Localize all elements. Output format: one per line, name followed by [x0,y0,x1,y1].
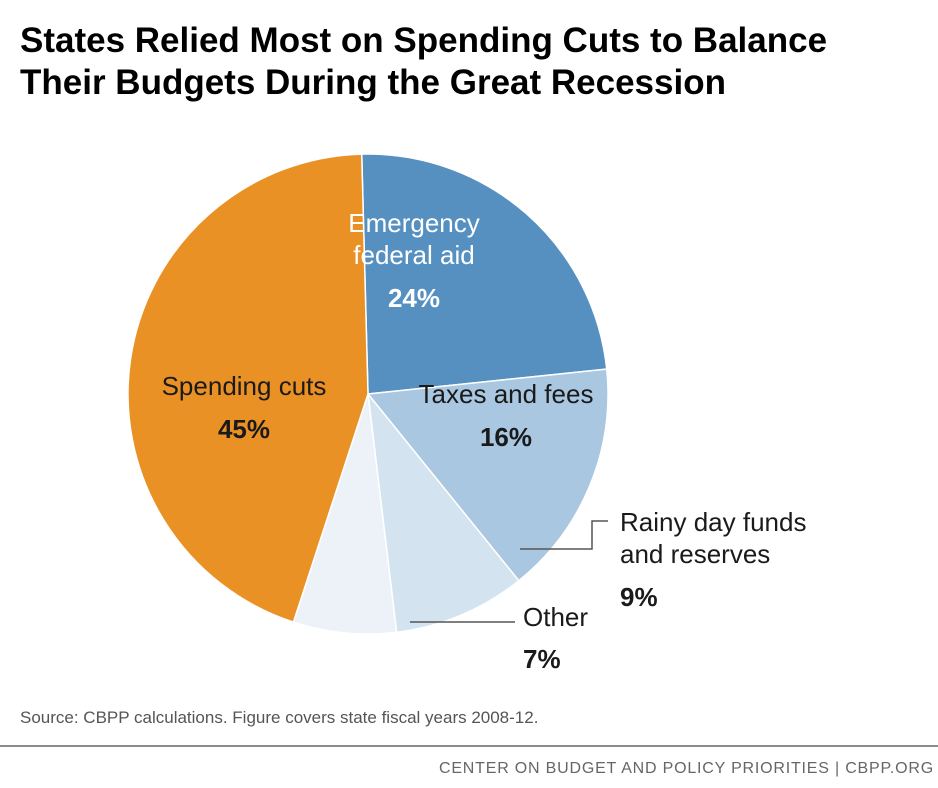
footer-credit: CENTER ON BUDGET AND POLICY PRIORITIES |… [438,760,934,777]
pie-chart: Emergency federal aid 24% Taxes and fees… [127,153,806,674]
leader-line-rainy-day-funds [520,520,608,550]
slice-label-emergency-federal-aid-line-1: Emergency [348,208,480,238]
slice-label-other: Other [523,602,588,632]
pie-slice-emergency-federal-aid [360,153,608,395]
divider [0,745,938,747]
pie-slice-rainy-day-funds [366,391,520,634]
pie-slice-taxes-and-fees [366,368,609,582]
slice-value-other: 7% [523,644,561,674]
pie-slices [127,153,609,635]
pie-slice-other [292,393,398,635]
chart-title: States Relied Most on Spending Cuts to B… [20,20,920,104]
slice-value-spending-cuts: 45% [218,414,270,444]
source-note: Source: CBPP calculations. Figure covers… [20,708,539,727]
slice-label-spending-cuts: Spending cuts [162,371,327,401]
chart-title-line-2: Their Budgets During the Great Recession [20,63,726,102]
slice-value-emergency-federal-aid: 24% [388,283,440,313]
slice-label-taxes-and-fees: Taxes and fees [419,379,594,409]
pie-slice-spending-cuts [127,153,369,624]
slice-value-taxes-and-fees: 16% [480,422,532,452]
slice-value-rainy-day-funds: 9% [620,582,658,612]
slice-label-rainy-day-funds-line-1: Rainy day funds [620,507,806,537]
chart-title-line-1: States Relied Most on Spending Cuts to B… [20,21,828,60]
slice-label-emergency-federal-aid-line-2: federal aid [353,240,474,270]
slice-label-rainy-day-funds-line-2: and reserves [620,539,770,569]
